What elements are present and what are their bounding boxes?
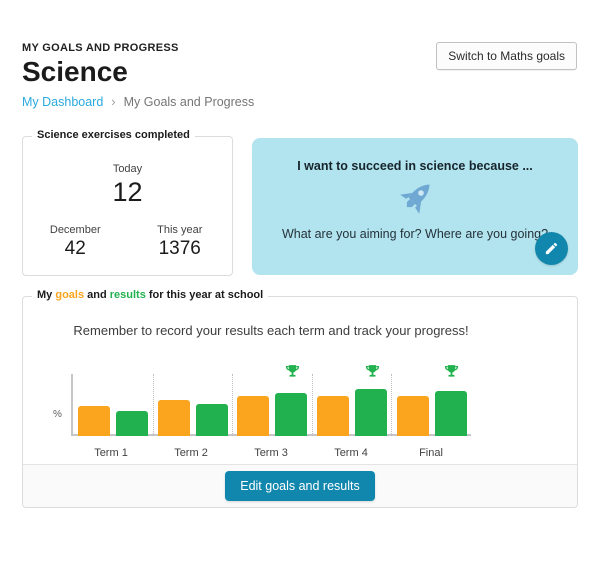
rocket-icon bbox=[391, 175, 439, 228]
result-bar bbox=[115, 411, 148, 436]
goal-bar bbox=[157, 400, 190, 436]
motivation-prompt: What are you aiming for? Where are you g… bbox=[281, 227, 549, 241]
bar-group bbox=[73, 374, 153, 436]
switch-subject-button[interactable]: Switch to Maths goals bbox=[436, 42, 577, 70]
term-label: Term 4 bbox=[334, 447, 368, 459]
term-label: Term 1 bbox=[94, 447, 128, 459]
exercises-card-legend: Science exercises completed bbox=[32, 129, 195, 141]
breadcrumb-separator-icon: › bbox=[111, 94, 116, 109]
motivation-card: I want to succeed in science because ...… bbox=[252, 138, 578, 275]
term-label: Term 3 bbox=[254, 447, 288, 459]
year-label: This year bbox=[157, 224, 203, 236]
legend-prefix: My bbox=[37, 289, 56, 301]
goals-results-card: My goals and results for this year at sc… bbox=[22, 289, 578, 508]
bar-group bbox=[311, 365, 392, 436]
year-value: 1376 bbox=[158, 238, 201, 259]
term-label: Final bbox=[419, 447, 443, 459]
trophy-icon bbox=[445, 365, 459, 377]
reminder-text: Remember to record your results each ter… bbox=[73, 323, 469, 338]
edit-motivation-button[interactable] bbox=[535, 232, 568, 265]
month-value: 42 bbox=[64, 238, 86, 259]
goal-bar bbox=[396, 396, 429, 436]
exercises-card-body: Today 12 December 42 This year 1376 bbox=[23, 137, 232, 260]
legend-goals-word: goals bbox=[55, 289, 85, 301]
bar-plot bbox=[71, 365, 471, 436]
breadcrumb-dashboard-link[interactable]: My Dashboard bbox=[22, 94, 104, 109]
goal-bar bbox=[237, 396, 270, 436]
result-bar bbox=[195, 404, 228, 436]
y-axis-label: % bbox=[53, 409, 62, 420]
pencil-icon bbox=[544, 241, 559, 256]
edit-goals-button[interactable]: Edit goals and results bbox=[225, 471, 375, 501]
trophy-icon bbox=[286, 365, 300, 377]
category-labels: Term 1 Term 2 Term 3 Term 4 Final bbox=[71, 447, 471, 459]
breadcrumb: My Dashboard › My Goals and Progress bbox=[22, 94, 254, 109]
legend-middle: and bbox=[84, 289, 110, 301]
today-value: 12 bbox=[112, 177, 143, 207]
exercises-completed-card: Science exercises completed Today 12 Dec… bbox=[22, 129, 233, 276]
term-label: Term 2 bbox=[174, 447, 208, 459]
page-eyebrow: MY GOALS AND PROGRESS bbox=[22, 42, 179, 54]
month-label: December bbox=[49, 224, 101, 236]
goals-card-footer: Edit goals and results bbox=[23, 464, 577, 507]
breadcrumb-current: My Goals and Progress bbox=[123, 94, 255, 109]
bar-group bbox=[391, 365, 471, 436]
result-bar bbox=[275, 393, 308, 436]
bar-group bbox=[152, 374, 233, 436]
trophy-icon bbox=[365, 365, 379, 377]
result-bar bbox=[434, 391, 467, 436]
goal-bar bbox=[317, 396, 350, 436]
goal-bar bbox=[77, 406, 110, 436]
page-title: Science bbox=[22, 56, 128, 87]
legend-suffix: for this year at school bbox=[145, 289, 264, 301]
bar-group bbox=[232, 365, 312, 436]
goals-card-legend: My goals and results for this year at sc… bbox=[32, 289, 269, 301]
motivation-heading: I want to succeed in science because ... bbox=[297, 159, 533, 173]
today-label: Today bbox=[112, 163, 143, 175]
result-bar bbox=[355, 389, 388, 436]
legend-results-word: results bbox=[109, 289, 146, 301]
